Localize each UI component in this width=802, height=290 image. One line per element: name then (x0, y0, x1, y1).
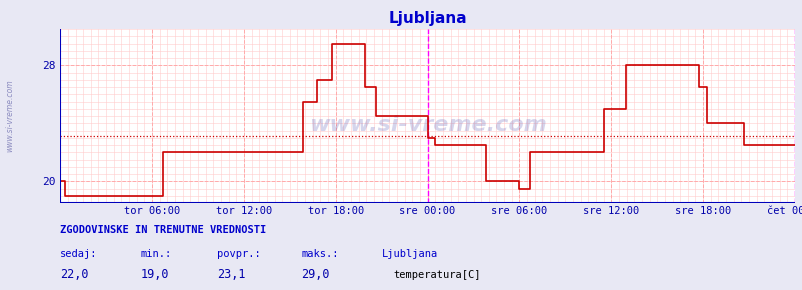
Text: 29,0: 29,0 (301, 269, 329, 281)
Text: 19,0: 19,0 (140, 269, 168, 281)
Text: www.si-vreme.com: www.si-vreme.com (308, 115, 546, 135)
Text: ZGODOVINSKE IN TRENUTNE VREDNOSTI: ZGODOVINSKE IN TRENUTNE VREDNOSTI (60, 225, 266, 235)
Text: maks.:: maks.: (301, 249, 338, 259)
Text: www.si-vreme.com: www.si-vreme.com (5, 80, 14, 152)
Text: 22,0: 22,0 (60, 269, 88, 281)
Text: temperatura[C]: temperatura[C] (393, 270, 480, 280)
Text: min.:: min.: (140, 249, 172, 259)
Text: sedaj:: sedaj: (60, 249, 98, 259)
Text: Ljubljana: Ljubljana (381, 249, 437, 259)
Text: povpr.:: povpr.: (217, 249, 260, 259)
Title: Ljubljana: Ljubljana (388, 11, 466, 26)
Text: 23,1: 23,1 (217, 269, 245, 281)
